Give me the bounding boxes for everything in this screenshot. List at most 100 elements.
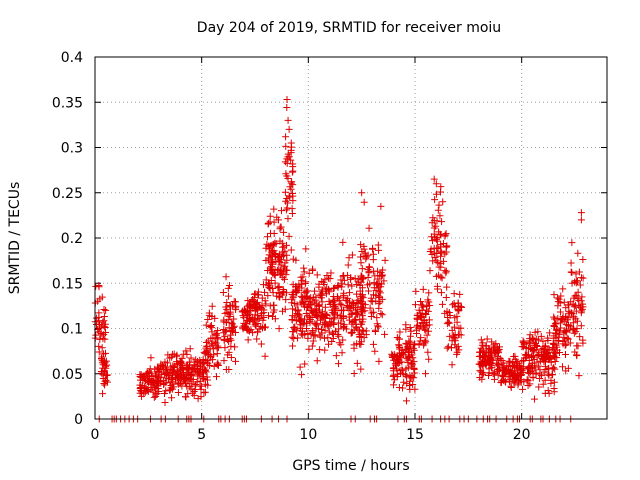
data-point — [281, 247, 289, 255]
data-point — [440, 257, 448, 265]
data-point — [568, 239, 576, 247]
data-point — [309, 328, 317, 336]
data-point — [95, 283, 103, 291]
data-point — [424, 348, 432, 356]
data-point — [277, 255, 285, 263]
data-point — [197, 393, 205, 401]
data-point — [450, 334, 458, 342]
data-point — [394, 370, 402, 378]
data-point — [367, 312, 375, 320]
data-point — [572, 279, 580, 287]
data-point — [177, 366, 185, 374]
data-point — [366, 280, 374, 288]
data-point — [301, 330, 309, 338]
data-point — [150, 393, 158, 401]
data-point — [168, 385, 176, 393]
data-point — [289, 181, 297, 189]
data-point — [289, 281, 297, 289]
data-point — [223, 299, 231, 307]
data-point — [396, 366, 404, 374]
data-point — [102, 349, 110, 357]
data-point — [302, 309, 310, 317]
data-point — [534, 328, 542, 336]
x-axis-label: GPS time / hours — [292, 458, 409, 474]
data-point — [498, 359, 506, 367]
data-point — [372, 291, 380, 299]
data-point — [378, 272, 386, 280]
data-point — [211, 314, 219, 322]
data-point — [433, 244, 441, 252]
data-point — [540, 368, 548, 376]
data-point — [302, 319, 310, 327]
data-point — [442, 267, 450, 275]
data-point — [184, 390, 192, 398]
data-point — [521, 351, 529, 359]
data-point — [208, 302, 216, 310]
data-point — [264, 312, 272, 320]
data-point — [574, 342, 582, 350]
data-point — [315, 280, 323, 288]
data-point — [201, 380, 209, 388]
data-point — [356, 315, 364, 323]
data-point — [410, 374, 418, 382]
data-point — [316, 346, 324, 354]
data-point — [103, 378, 111, 386]
data-point — [434, 258, 442, 266]
data-point — [225, 310, 233, 318]
x-tick-label: 15 — [406, 427, 424, 443]
data-point — [434, 206, 442, 214]
data-point — [526, 369, 534, 377]
data-point — [485, 352, 493, 360]
data-point — [226, 335, 234, 343]
data-point — [422, 370, 430, 378]
data-point — [407, 327, 415, 335]
data-point — [518, 343, 526, 351]
data-point — [190, 358, 198, 366]
data-point — [187, 385, 195, 393]
data-point — [564, 322, 572, 330]
data-point — [483, 335, 491, 343]
data-point — [275, 284, 283, 292]
y-tick-label: 0.35 — [52, 95, 83, 111]
data-point — [230, 315, 238, 323]
data-point — [444, 313, 452, 321]
data-point — [416, 337, 424, 345]
data-point — [257, 340, 265, 348]
data-point — [481, 353, 489, 361]
data-point — [224, 292, 232, 300]
data-point — [278, 207, 286, 215]
data-point — [156, 373, 164, 381]
data-point — [340, 320, 348, 328]
x-tick-label: 5 — [197, 427, 206, 443]
data-point — [338, 306, 346, 314]
data-point — [547, 379, 555, 387]
data-point — [555, 331, 563, 339]
data-point — [323, 321, 331, 329]
data-point — [534, 336, 542, 344]
data-point — [203, 348, 211, 356]
data-point — [348, 251, 356, 259]
data-point — [375, 357, 383, 365]
data-point — [149, 380, 157, 388]
data-point — [96, 335, 104, 343]
data-point — [249, 329, 257, 337]
data-point — [296, 317, 304, 325]
data-point — [356, 287, 364, 295]
data-point — [259, 324, 267, 332]
data-point — [282, 206, 290, 214]
data-point — [411, 369, 419, 377]
data-point — [356, 332, 364, 340]
data-point — [436, 212, 444, 220]
data-point — [409, 380, 417, 388]
data-point — [571, 292, 579, 300]
data-point — [325, 328, 333, 336]
data-point — [518, 357, 526, 365]
data-point — [335, 332, 343, 340]
data-point — [220, 357, 228, 365]
data-point — [315, 312, 323, 320]
data-point — [489, 370, 497, 378]
data-point — [403, 340, 411, 348]
data-point — [283, 96, 291, 104]
data-point — [283, 159, 291, 167]
data-point — [550, 313, 558, 321]
